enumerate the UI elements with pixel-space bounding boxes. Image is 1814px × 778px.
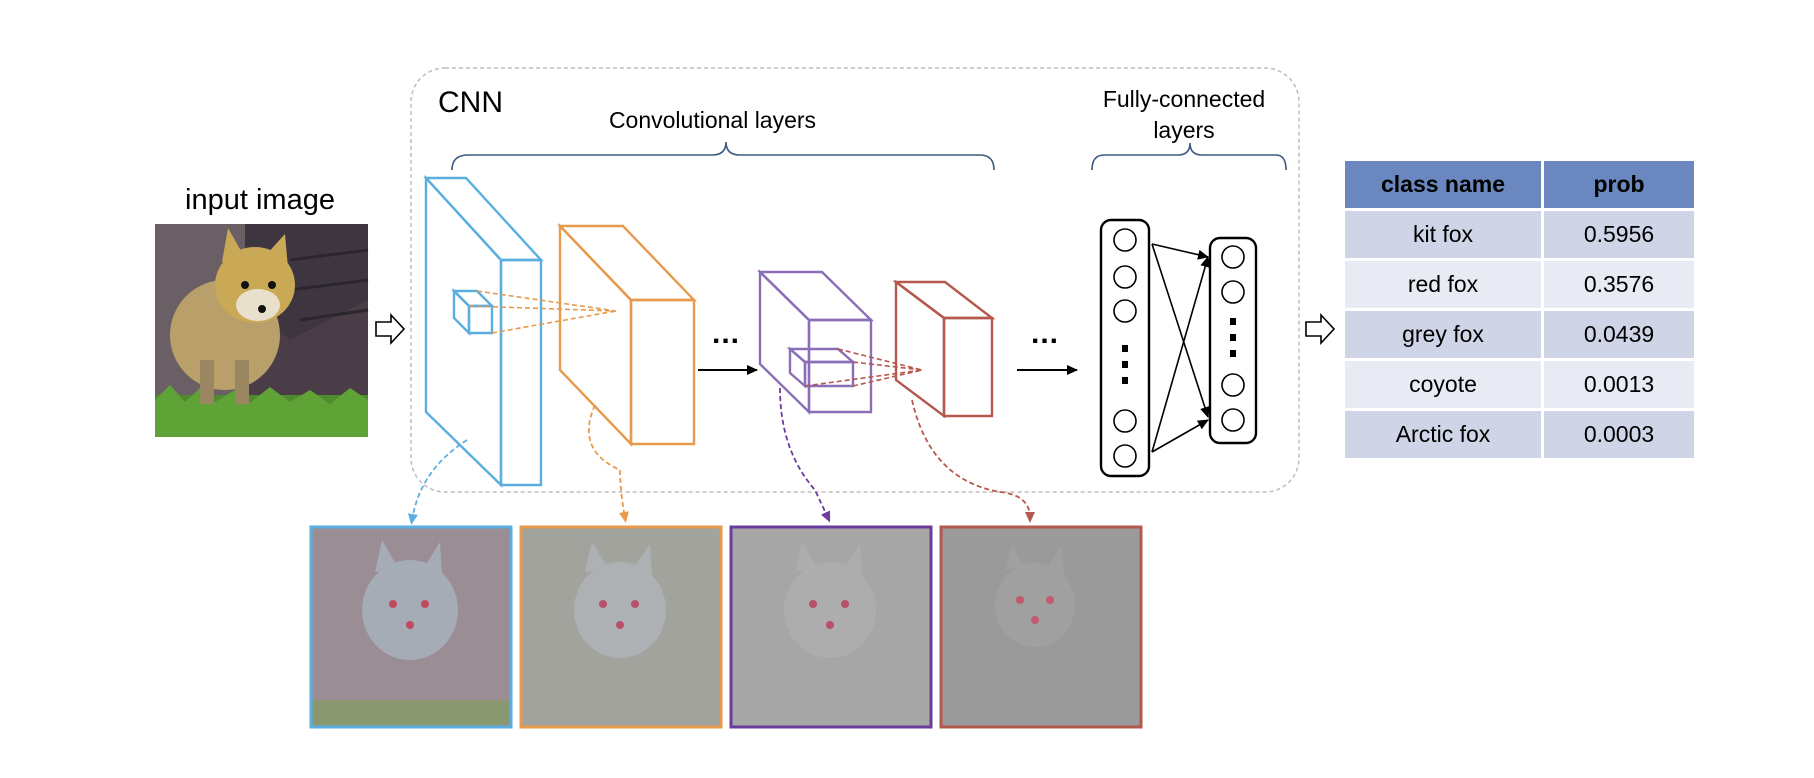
prob-cell: 0.3576	[1541, 258, 1697, 311]
output-arrow-icon	[1305, 312, 1336, 346]
class-name-cell: grey fox	[1342, 308, 1544, 361]
prob-cell: 0.0003	[1541, 408, 1697, 461]
feature-map-3	[729, 525, 933, 729]
header-prob: prob	[1541, 158, 1697, 211]
kernel-3-projection	[804, 348, 923, 387]
fc-layers-label: Fully-connected layers	[1102, 86, 1266, 143]
kernel-1-projection	[468, 290, 617, 334]
feature-link-2	[587, 404, 629, 523]
ellipsis-conv: ...	[712, 317, 741, 350]
table-header-row: class name prob	[1342, 158, 1697, 211]
feature-map-2	[519, 525, 723, 729]
fc-layer-2	[1208, 236, 1258, 445]
prediction-table: class name prob kit fox 0.5956 red fox 0…	[1342, 158, 1697, 461]
table-row: kit fox 0.5956	[1342, 208, 1697, 261]
conv-layer-2	[557, 223, 697, 447]
conv-layer-1	[423, 174, 544, 488]
conv-layer-4	[892, 279, 996, 419]
prob-cell: 0.0013	[1541, 358, 1697, 411]
feature-map-1	[309, 525, 513, 729]
feature-link-4	[911, 399, 1035, 523]
table-row: grey fox 0.0439	[1342, 308, 1697, 361]
header-class-name: class name	[1342, 158, 1544, 211]
feature-link-3	[779, 387, 831, 523]
input-image-title: input image	[185, 184, 335, 216]
table-row: coyote 0.0013	[1342, 358, 1697, 411]
class-name-cell: coyote	[1342, 358, 1544, 411]
feature-link-1	[408, 439, 468, 525]
feature-map-4	[939, 525, 1143, 729]
class-name-cell: red fox	[1342, 258, 1544, 311]
fc-connections	[1151, 243, 1211, 453]
cnn-container	[410, 67, 1300, 493]
cnn-title: CNN	[438, 86, 503, 119]
conv-layer-3	[757, 269, 874, 415]
fc-layer-1	[1099, 218, 1151, 478]
class-name-cell: kit fox	[1342, 208, 1544, 261]
input-arrow-icon	[375, 312, 406, 346]
conv-brace	[451, 141, 995, 171]
table-row: red fox 0.3576	[1342, 258, 1697, 311]
input-image	[155, 224, 369, 437]
class-name-cell: Arctic fox	[1342, 408, 1544, 461]
prob-cell: 0.0439	[1541, 308, 1697, 361]
fc-brace	[1091, 142, 1287, 171]
ellipsis-fc: ...	[1031, 317, 1060, 350]
conv-layers-label: Convolutional layers	[608, 107, 817, 133]
table-row: Arctic fox 0.0003	[1342, 408, 1697, 461]
prob-cell: 0.5956	[1541, 208, 1697, 261]
